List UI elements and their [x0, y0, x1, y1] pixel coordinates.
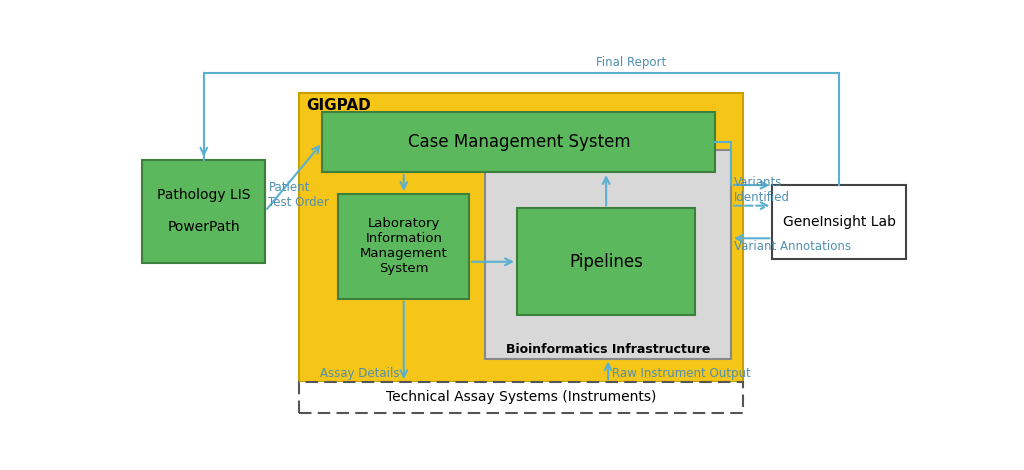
Text: GeneInsight Lab: GeneInsight Lab	[782, 215, 896, 229]
Text: Assay Details: Assay Details	[321, 367, 399, 380]
Text: Variants
Identified: Variants Identified	[733, 176, 790, 204]
Text: Technical Assay Systems (Instruments): Technical Assay Systems (Instruments)	[386, 391, 656, 405]
Bar	[299, 382, 743, 413]
Bar	[338, 194, 469, 299]
Text: GIGPAD: GIGPAD	[306, 98, 372, 113]
Text: Pipelines: Pipelines	[569, 253, 643, 271]
Text: Variant Annotations: Variant Annotations	[733, 240, 851, 253]
Text: Laboratory
Information
Management
System: Laboratory Information Management System	[359, 218, 447, 275]
Text: Raw Instrument Output: Raw Instrument Output	[612, 367, 751, 380]
Text: Pathology LIS

PowerPath: Pathology LIS PowerPath	[157, 188, 251, 235]
Text: Patient
Test Order: Patient Test Order	[268, 181, 330, 209]
Text: Case Management System: Case Management System	[408, 133, 630, 151]
Bar	[772, 185, 906, 259]
Text: Final Report: Final Report	[596, 56, 667, 69]
Bar	[485, 150, 731, 359]
Bar	[299, 93, 743, 382]
Bar	[323, 112, 715, 172]
Bar	[142, 159, 265, 263]
Bar	[517, 208, 695, 315]
Text: Bioinformatics Infrastructure: Bioinformatics Infrastructure	[506, 343, 711, 356]
